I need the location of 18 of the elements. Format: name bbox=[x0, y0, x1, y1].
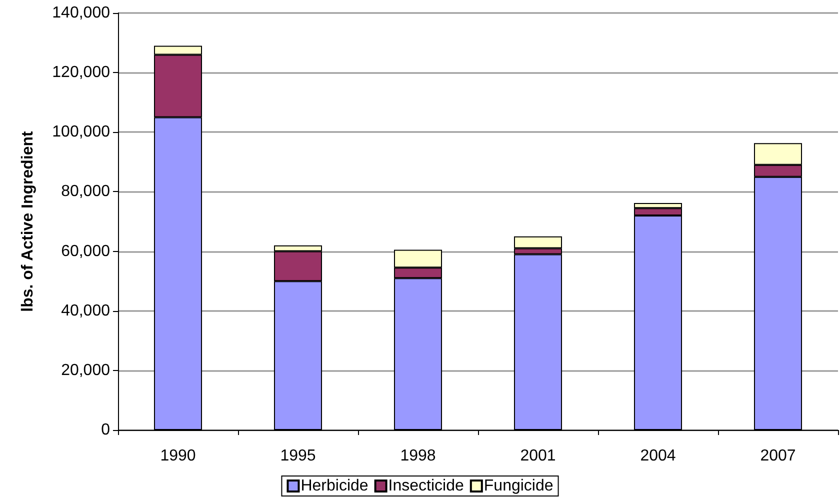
y-tick-label: 0 bbox=[101, 422, 110, 438]
y-tick-label: 140,000 bbox=[52, 4, 110, 22]
y-tick-label: 100,000 bbox=[52, 124, 110, 141]
legend-label: Herbicide bbox=[300, 478, 368, 494]
y-tick-label: 80,000 bbox=[61, 183, 110, 200]
x-tick-label: 1998 bbox=[400, 448, 436, 464]
legend-label: Insecticide bbox=[388, 478, 464, 494]
y-tick-label: 20,000 bbox=[61, 362, 110, 379]
x-tick-label: 1995 bbox=[280, 448, 316, 464]
x-tick-label: 2007 bbox=[760, 448, 796, 464]
y-tick-label: 40,000 bbox=[61, 302, 110, 320]
legend-label: Fungicide bbox=[484, 478, 554, 494]
y-tick-label: 60,000 bbox=[61, 242, 110, 260]
x-tick-label: 2004 bbox=[640, 448, 676, 464]
x-tick-label: 2001 bbox=[520, 448, 556, 464]
x-tick-label: 1990 bbox=[160, 448, 196, 464]
y-tick-label: 120,000 bbox=[52, 64, 110, 82]
y-axis-title: lbs. of Active Ingredient bbox=[20, 130, 36, 312]
